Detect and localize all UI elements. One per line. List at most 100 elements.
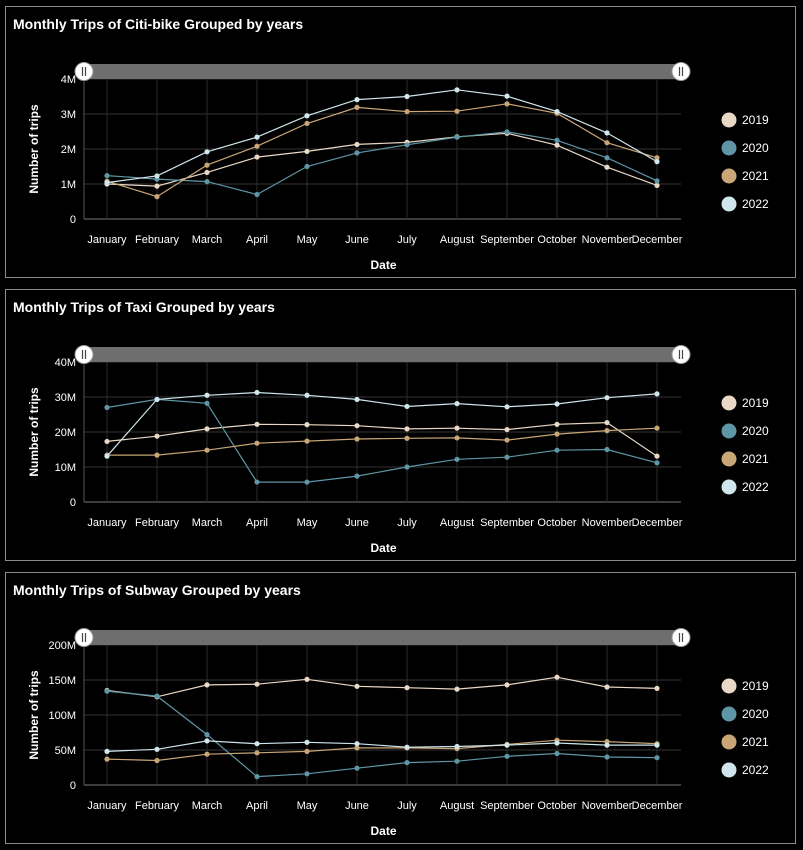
subway-point-2019 xyxy=(504,682,510,688)
citibike-point-2019 xyxy=(304,148,310,155)
taxi-point-2020 xyxy=(504,454,510,460)
taxi-range-slider-track[interactable] xyxy=(84,347,681,362)
citibike-x-tick-label: April xyxy=(246,234,268,246)
taxi-point-2019 xyxy=(404,426,410,432)
citibike-point-2022 xyxy=(654,159,660,165)
subway-x-tick-label: April xyxy=(246,800,268,812)
subway-range-slider-track[interactable] xyxy=(84,630,681,645)
subway-legend-item-2022[interactable]: 2022 xyxy=(721,762,770,778)
taxi-y-tick-label: 0 xyxy=(70,497,76,509)
subway-legend-label: 2022 xyxy=(742,763,769,777)
citibike-point-2022 xyxy=(104,180,110,186)
citibike-x-tick-label: July xyxy=(397,234,417,246)
citibike-range-slider-track[interactable] xyxy=(84,64,681,79)
citibike-y-tick-label: 3M xyxy=(61,109,76,121)
taxi-point-2020 xyxy=(404,464,410,470)
citibike-legend-item-2022[interactable]: 2022 xyxy=(721,196,770,212)
taxi-legend-label: 2021 xyxy=(742,452,769,466)
citibike-line-2020 xyxy=(106,131,658,196)
citibike-legend-item-2019[interactable]: 2019 xyxy=(721,112,770,128)
subway-chart-panel: Monthly Trips of Subway Grouped by years… xyxy=(5,572,796,844)
subway-point-2020 xyxy=(554,750,560,757)
taxi-x-tick-label: July xyxy=(397,517,417,529)
subway-x-axis-title: Date xyxy=(370,824,396,838)
taxi-series-2022 xyxy=(104,389,660,459)
taxi-series-2020 xyxy=(104,396,660,485)
taxi-point-2019 xyxy=(454,425,460,431)
taxi-y-tick-label: 40M xyxy=(55,357,76,369)
subway-legend-swatch xyxy=(721,762,737,778)
taxi-x-tick-label: June xyxy=(345,517,369,529)
subway-point-2022 xyxy=(154,746,160,752)
citibike-point-2022 xyxy=(504,93,510,99)
taxi-legend-swatch xyxy=(721,479,737,495)
taxi-point-2022 xyxy=(254,389,260,396)
taxi-point-2020 xyxy=(354,473,360,479)
taxi-point-2019 xyxy=(354,423,360,429)
taxi-point-2021 xyxy=(604,428,610,434)
subway-point-2019 xyxy=(454,686,460,692)
taxi-x-axis-title: Date xyxy=(370,541,396,555)
citibike-legend-swatch xyxy=(721,168,737,184)
subway-line-2021 xyxy=(106,739,658,762)
subway-legend-item-2020[interactable]: 2020 xyxy=(721,706,770,722)
citibike-chart-title: Monthly Trips of Citi-bike Grouped by ye… xyxy=(13,16,304,32)
subway-legend-item-2019[interactable]: 2019 xyxy=(721,678,770,694)
taxi-range-handle-left[interactable] xyxy=(74,345,94,364)
subway-point-2019 xyxy=(554,674,560,680)
subway-point-2022 xyxy=(254,741,260,747)
taxi-legend-label: 2019 xyxy=(742,396,769,410)
subway-point-2021 xyxy=(104,756,110,762)
citibike-range-handle-left[interactable] xyxy=(74,62,94,81)
citibike-point-2019 xyxy=(154,183,160,189)
citibike-point-2020 xyxy=(404,142,410,148)
taxi-legend-item-2021[interactable]: 2021 xyxy=(721,451,770,467)
citibike-legend-item-2021[interactable]: 2021 xyxy=(721,168,770,184)
subway-series-2019 xyxy=(104,674,660,700)
citibike-point-2019 xyxy=(604,164,610,170)
citibike-legend-swatch xyxy=(721,140,737,156)
subway-point-2022 xyxy=(604,742,610,748)
citibike-point-2021 xyxy=(454,108,460,114)
citibike-x-axis-title: Date xyxy=(370,258,396,272)
taxi-point-2022 xyxy=(454,401,460,407)
subway-legend-item-2021[interactable]: 2021 xyxy=(721,734,770,750)
citibike-legend-swatch xyxy=(721,112,737,128)
subway-range-handle-right[interactable] xyxy=(671,628,691,647)
citibike-point-2022 xyxy=(154,173,160,179)
citibike-y-tick-label: 4M xyxy=(61,74,76,86)
subway-point-2020 xyxy=(304,771,310,777)
taxi-legend-item-2022[interactable]: 2022 xyxy=(721,479,770,495)
taxi-y-tick-label: 20M xyxy=(55,427,76,439)
taxi-point-2022 xyxy=(304,392,310,398)
taxi-legend-item-2019[interactable]: 2019 xyxy=(721,395,770,411)
citibike-legend-item-2020[interactable]: 2020 xyxy=(721,140,770,156)
citibike-point-2019 xyxy=(554,142,560,148)
subway-grid xyxy=(84,644,681,786)
subway-point-2021 xyxy=(304,748,310,754)
taxi-point-2020 xyxy=(654,460,660,466)
citibike-point-2020 xyxy=(204,178,210,185)
citibike-point-2020 xyxy=(354,150,360,156)
citibike-point-2021 xyxy=(604,140,610,146)
subway-point-2020 xyxy=(654,755,660,761)
taxi-line-2019 xyxy=(106,421,658,457)
taxi-range-handle-right[interactable] xyxy=(671,345,691,364)
taxi-point-2022 xyxy=(154,396,160,403)
taxi-series-2019 xyxy=(104,419,660,459)
citibike-point-2021 xyxy=(504,101,510,107)
citibike-range-handle-right[interactable] xyxy=(671,62,691,81)
citibike-point-2019 xyxy=(204,169,210,176)
citibike-point-2022 xyxy=(304,113,310,119)
taxi-legend-item-2020[interactable]: 2020 xyxy=(721,423,770,439)
citibike-point-2022 xyxy=(604,130,610,136)
subway-point-2019 xyxy=(404,685,410,691)
subway-point-2022 xyxy=(454,743,460,750)
subway-range-handle-left[interactable] xyxy=(74,628,94,647)
citibike-point-2021 xyxy=(204,162,210,168)
taxi-point-2022 xyxy=(104,453,110,459)
taxi-x-tick-label: August xyxy=(440,517,474,529)
taxi-point-2022 xyxy=(504,404,510,410)
citibike-point-2020 xyxy=(504,129,510,135)
taxi-series-2021 xyxy=(104,425,660,458)
